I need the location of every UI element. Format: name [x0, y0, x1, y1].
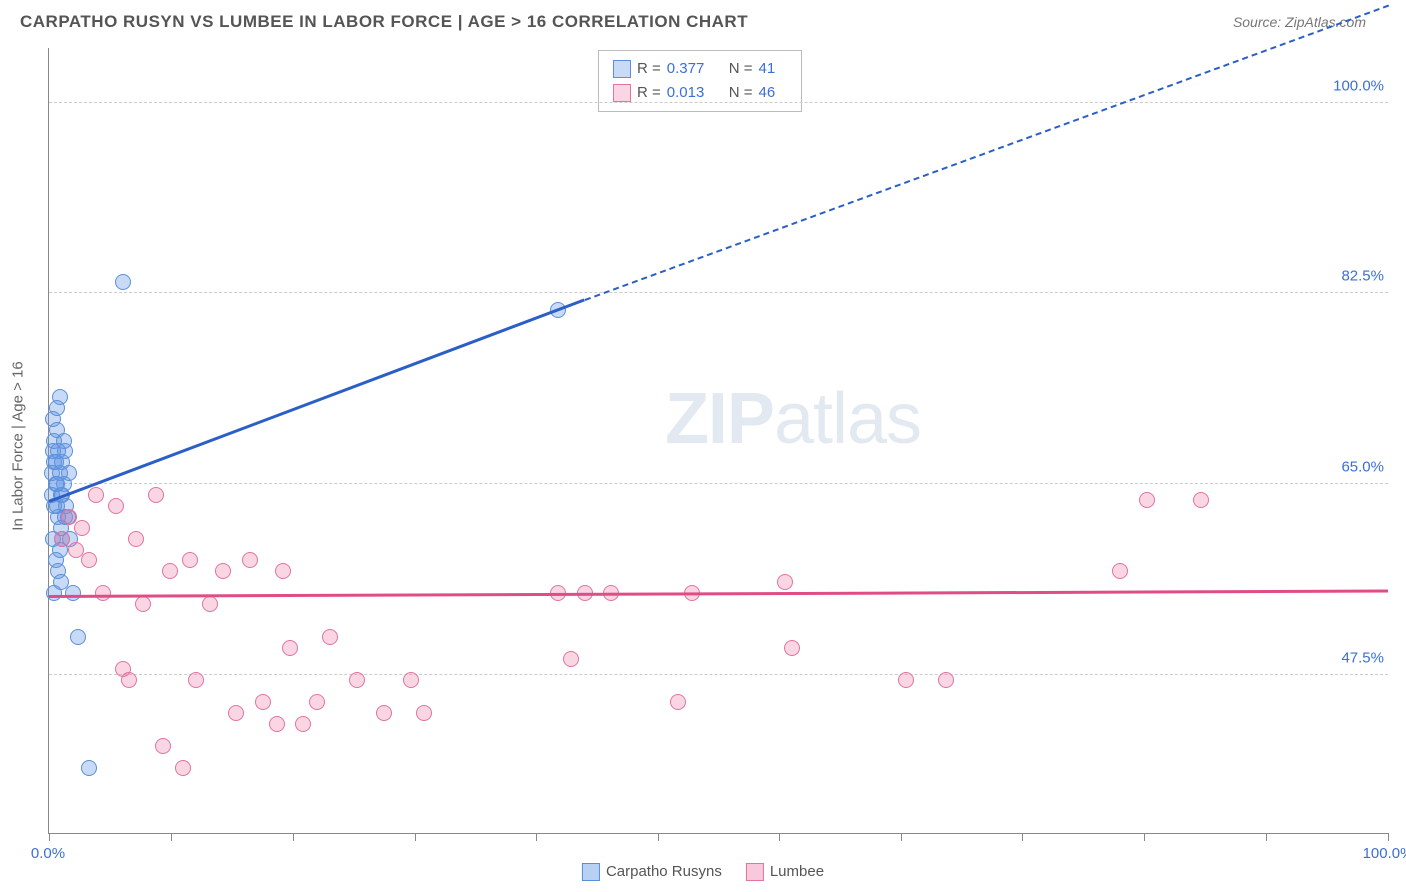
data-point	[54, 531, 70, 547]
data-point	[95, 585, 111, 601]
x-tick	[49, 833, 50, 841]
data-point	[182, 552, 198, 568]
data-point	[1139, 492, 1155, 508]
data-point	[148, 487, 164, 503]
x-tick	[171, 833, 172, 841]
data-point	[242, 552, 258, 568]
data-point	[88, 487, 104, 503]
x-tick	[293, 833, 294, 841]
x-tick-label: 0.0%	[31, 845, 65, 862]
data-point	[81, 552, 97, 568]
data-point	[215, 563, 231, 579]
data-point	[128, 531, 144, 547]
x-tick-label: 100.0%	[1363, 845, 1406, 862]
data-point	[403, 672, 419, 688]
chart-title: CARPATHO RUSYN VS LUMBEE IN LABOR FORCE …	[20, 12, 748, 32]
data-point	[65, 585, 81, 601]
trend-line	[49, 590, 1388, 598]
data-point	[269, 716, 285, 732]
y-tick-label: 100.0%	[1333, 77, 1390, 94]
data-point	[228, 705, 244, 721]
x-tick	[779, 833, 780, 841]
data-point	[61, 509, 77, 525]
data-point	[74, 520, 90, 536]
y-axis-label: In Labor Force | Age > 16	[10, 361, 27, 530]
gridline	[49, 292, 1388, 293]
y-tick-label: 82.5%	[1341, 268, 1390, 285]
data-point	[115, 274, 131, 290]
stats-legend-row: R =0.377N =41	[613, 57, 787, 81]
watermark: ZIPatlas	[665, 378, 921, 460]
x-tick	[536, 833, 537, 841]
data-point	[898, 672, 914, 688]
legend-swatch	[582, 863, 600, 881]
data-point	[938, 672, 954, 688]
x-tick	[1022, 833, 1023, 841]
data-point	[376, 705, 392, 721]
data-point	[777, 574, 793, 590]
data-point	[563, 651, 579, 667]
data-point	[188, 672, 204, 688]
data-point	[175, 760, 191, 776]
data-point	[49, 400, 65, 416]
data-point	[68, 542, 84, 558]
x-tick	[415, 833, 416, 841]
data-point	[275, 563, 291, 579]
data-point	[81, 760, 97, 776]
y-tick-label: 47.5%	[1341, 649, 1390, 666]
data-point	[135, 596, 151, 612]
legend-swatch	[613, 84, 631, 102]
data-point	[49, 476, 65, 492]
data-point	[1193, 492, 1209, 508]
data-point	[162, 563, 178, 579]
data-point	[46, 585, 62, 601]
x-tick	[1266, 833, 1267, 841]
y-tick-label: 65.0%	[1341, 459, 1390, 476]
data-point	[282, 640, 298, 656]
data-point	[50, 443, 66, 459]
x-tick	[901, 833, 902, 841]
trend-line-dashed	[584, 4, 1388, 300]
legend-swatch	[613, 60, 631, 78]
data-point	[108, 498, 124, 514]
legend-item: Carpatho Rusyns	[582, 860, 722, 884]
data-point	[202, 596, 218, 612]
data-point	[670, 694, 686, 710]
gridline	[49, 483, 1388, 484]
x-tick	[658, 833, 659, 841]
x-tick	[1144, 833, 1145, 841]
gridline	[49, 674, 1388, 675]
x-tick	[1388, 833, 1389, 841]
data-point	[255, 694, 271, 710]
data-point	[416, 705, 432, 721]
data-point	[1112, 563, 1128, 579]
legend-item: Lumbee	[746, 860, 824, 884]
legend-swatch	[746, 863, 764, 881]
data-point	[121, 672, 137, 688]
series-legend: Carpatho Rusyns Lumbee	[582, 860, 824, 884]
stats-legend: R =0.377N =41R =0.013N =46	[598, 50, 802, 112]
gridline	[49, 102, 1388, 103]
data-point	[322, 629, 338, 645]
data-point	[309, 694, 325, 710]
data-point	[155, 738, 171, 754]
data-point	[70, 629, 86, 645]
chart-plot-area: ZIPatlas R =0.377N =41R =0.013N =46 47.5…	[48, 48, 1388, 834]
data-point	[784, 640, 800, 656]
data-point	[349, 672, 365, 688]
trend-line	[49, 299, 585, 503]
data-point	[295, 716, 311, 732]
